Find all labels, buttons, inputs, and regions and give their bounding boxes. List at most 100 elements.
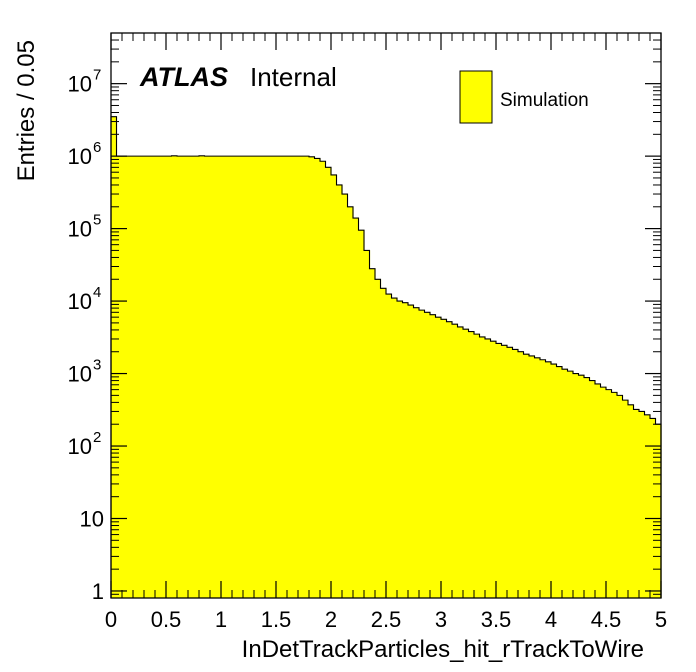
histogram-bar <box>435 317 442 598</box>
histogram-bar <box>243 156 250 598</box>
histogram-bar <box>325 167 332 598</box>
y-tick-label: 10 <box>68 289 92 314</box>
histogram-bar <box>650 418 657 598</box>
y-tick-label: 10 <box>68 144 92 169</box>
histogram-bar <box>628 404 635 598</box>
histogram-bar <box>556 366 563 598</box>
histogram-bar <box>375 279 382 598</box>
histogram-bar <box>353 218 360 598</box>
histogram-bar <box>474 334 481 598</box>
y-tick-exponent: 4 <box>93 284 101 301</box>
histogram-bar <box>589 380 596 598</box>
y-tick-exponent: 6 <box>93 139 101 156</box>
histogram-bar <box>309 156 316 598</box>
x-tick-label: 2 <box>325 607 337 632</box>
x-axis: 0 0.5 1 1.5 2 2.5 3 3.5 4 4.5 5 <box>105 33 667 632</box>
histogram-bar <box>534 357 541 598</box>
histogram-bar <box>127 156 134 598</box>
histogram-bar <box>501 345 508 598</box>
histogram-bar <box>507 347 514 598</box>
y-tick-exponent: 7 <box>93 67 101 84</box>
histogram-bar <box>518 351 525 598</box>
histogram-bar <box>259 156 266 598</box>
histogram-bar <box>578 375 585 598</box>
histogram-bar <box>111 116 118 599</box>
y-tick-label: 10 <box>68 217 92 242</box>
histogram-bar <box>281 156 288 598</box>
x-tick-label: 5 <box>655 607 667 632</box>
histogram-bar <box>441 319 448 598</box>
y-tick-exponent: 5 <box>93 212 101 229</box>
legend-swatch <box>459 70 493 124</box>
y-tick-label: 10 <box>68 434 92 459</box>
legend-label: Simulation <box>500 90 589 111</box>
x-tick-label: 0 <box>105 607 117 632</box>
histogram-bar <box>545 361 552 598</box>
histogram-bar <box>496 343 503 598</box>
y-tick-label: 10 <box>68 362 92 387</box>
histogram-bar <box>221 156 228 598</box>
histogram-bar <box>171 155 178 598</box>
histogram-bar <box>336 184 343 598</box>
histogram-bar <box>166 156 173 598</box>
histogram-bar <box>331 174 338 598</box>
histogram-bar <box>298 156 305 598</box>
histogram-bar <box>523 354 530 598</box>
x-tick-label: 4.5 <box>591 607 622 632</box>
histogram-bar <box>446 321 453 598</box>
x-tick-label: 3.5 <box>481 607 512 632</box>
histogram-bar <box>512 349 519 598</box>
histogram-bar <box>611 392 618 598</box>
histogram-bar <box>149 156 156 598</box>
histogram-bar <box>182 156 189 598</box>
histogram-bar <box>457 326 464 598</box>
histogram-bar <box>314 158 321 598</box>
histogram-bar <box>369 268 376 598</box>
x-tick-label: 1.5 <box>261 607 292 632</box>
histogram-bar <box>155 156 162 598</box>
y-tick-exponent: 2 <box>93 429 101 446</box>
histogram-bar <box>204 156 211 598</box>
histogram-bar <box>402 302 409 598</box>
histogram-bar <box>424 312 431 598</box>
histogram-bar <box>138 156 145 598</box>
histogram-outline <box>110 116 662 598</box>
x-tick-label: 3 <box>435 607 447 632</box>
y-axis-title: Entries / 0.05 <box>13 40 40 181</box>
histogram-bar <box>193 156 200 598</box>
histogram-bar <box>419 310 426 598</box>
legend: Simulation <box>459 70 589 124</box>
histogram-bar <box>188 156 195 598</box>
histogram-bar <box>292 156 299 598</box>
histogram-bar <box>633 409 640 598</box>
y-tick-label: 1 <box>92 579 104 604</box>
histogram-bar <box>567 371 574 598</box>
histogram-bar <box>116 156 123 598</box>
histogram-bar <box>617 395 624 598</box>
histogram-bar <box>468 331 475 598</box>
histogram-bar <box>595 383 602 598</box>
histogram-bar <box>303 156 310 598</box>
histogram-bar <box>265 156 272 598</box>
histogram-bar <box>237 156 244 598</box>
histogram-bar <box>606 389 613 598</box>
histogram-bar <box>529 355 536 598</box>
histogram-bar <box>540 359 547 598</box>
histogram-bar <box>254 156 261 598</box>
y-tick-label: 10 <box>80 507 104 532</box>
histogram-bar <box>122 156 129 598</box>
histogram-bar <box>644 414 651 598</box>
histogram-bar <box>287 156 294 598</box>
histogram-bar <box>320 161 327 598</box>
status-label: Internal <box>250 62 337 92</box>
histogram-bar <box>347 206 354 598</box>
y-tick-label: 10 <box>68 72 92 97</box>
histogram-bar <box>479 336 486 598</box>
histogram-bar <box>430 314 437 598</box>
histogram-bar <box>655 424 662 598</box>
histogram-bar <box>215 156 222 598</box>
histogram-bar <box>386 294 393 598</box>
histogram-bar <box>358 230 365 598</box>
